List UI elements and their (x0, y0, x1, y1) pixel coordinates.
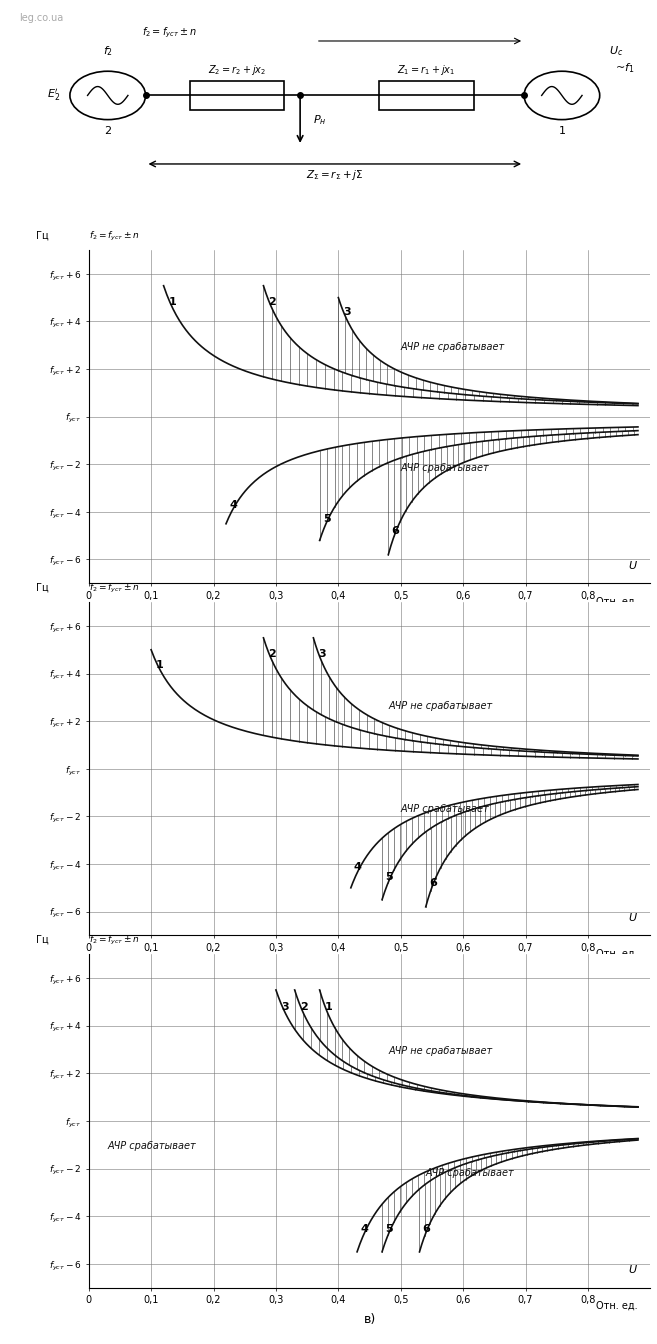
Text: 2: 2 (269, 649, 276, 660)
Bar (190, 82, 284, 110)
Text: 1: 1 (558, 126, 566, 136)
Text: Гц: Гц (35, 934, 49, 945)
Text: 6: 6 (429, 878, 437, 888)
Text: $Z_2=r_2+jx_2$: $Z_2=r_2+jx_2$ (208, 63, 266, 77)
Text: 1: 1 (169, 297, 176, 308)
Text: 6: 6 (392, 526, 399, 536)
Text: 6: 6 (422, 1224, 430, 1234)
Text: 3: 3 (319, 649, 326, 660)
Text: a): a) (363, 609, 376, 622)
Text: 2: 2 (104, 126, 111, 136)
Text: Гц: Гц (35, 230, 49, 241)
Text: АЧР срабатывает: АЧР срабатывает (426, 1168, 514, 1177)
Text: 4: 4 (354, 862, 362, 872)
Bar (379, 82, 474, 110)
Text: $f_2=f_{уст}\pm n$: $f_2=f_{уст}\pm n$ (143, 26, 198, 40)
Text: $f_2$: $f_2$ (102, 44, 113, 58)
Text: $Z_1=r_1+jx_1$: $Z_1=r_1+jx_1$ (397, 63, 455, 77)
Text: U: U (629, 1265, 637, 1275)
Text: 5: 5 (385, 872, 393, 882)
Text: $P_н$: $P_н$ (313, 114, 327, 128)
Text: Гц: Гц (35, 582, 49, 593)
Text: $f_2=f_{уст}\pm n$: $f_2=f_{уст}\pm n$ (89, 582, 139, 594)
Text: 1: 1 (156, 660, 164, 669)
Text: 2: 2 (269, 297, 276, 308)
Text: $f_2=f_{уст}\pm n$: $f_2=f_{уст}\pm n$ (89, 230, 139, 242)
Text: U: U (629, 913, 637, 923)
Text: 3: 3 (281, 1001, 288, 1012)
Text: 5: 5 (385, 1224, 393, 1234)
Text: 4: 4 (229, 500, 237, 509)
Text: АЧР не срабатывает: АЧР не срабатывает (388, 702, 492, 711)
Text: в): в) (363, 1313, 376, 1327)
Text: Отн. ед.: Отн. ед. (597, 597, 638, 606)
Text: АЧР срабатывает: АЧР срабатывает (401, 464, 489, 473)
Text: АЧР срабатывает: АЧР срабатывает (107, 1141, 196, 1152)
Text: $U_c$: $U_c$ (609, 44, 623, 58)
Text: 2: 2 (300, 1001, 307, 1012)
Text: leg.co.ua: leg.co.ua (20, 13, 64, 23)
Text: $Z_\Sigma=r_\Sigma+j\Sigma$: $Z_\Sigma=r_\Sigma+j\Sigma$ (306, 168, 363, 181)
Text: АЧР не срабатывает: АЧР не срабатывает (388, 1046, 492, 1056)
Text: АЧР не срабатывает: АЧР не срабатывает (401, 341, 505, 352)
Text: Отн. ед.: Отн. ед. (597, 1301, 638, 1310)
Text: 3: 3 (344, 308, 351, 317)
Text: $E_2'$: $E_2'$ (47, 87, 60, 103)
Text: 1: 1 (325, 1001, 332, 1012)
Text: ~$f_1$: ~$f_1$ (616, 62, 635, 75)
Text: АЧР срабатывает: АЧР срабатывает (401, 804, 489, 813)
Text: б): б) (363, 961, 376, 974)
Text: U: U (629, 560, 637, 571)
Text: $f_2=f_{уст}\pm n$: $f_2=f_{уст}\pm n$ (89, 934, 139, 946)
Text: Отн. ед.: Отн. ед. (597, 949, 638, 958)
Text: 5: 5 (323, 513, 330, 524)
Text: 4: 4 (360, 1224, 368, 1234)
